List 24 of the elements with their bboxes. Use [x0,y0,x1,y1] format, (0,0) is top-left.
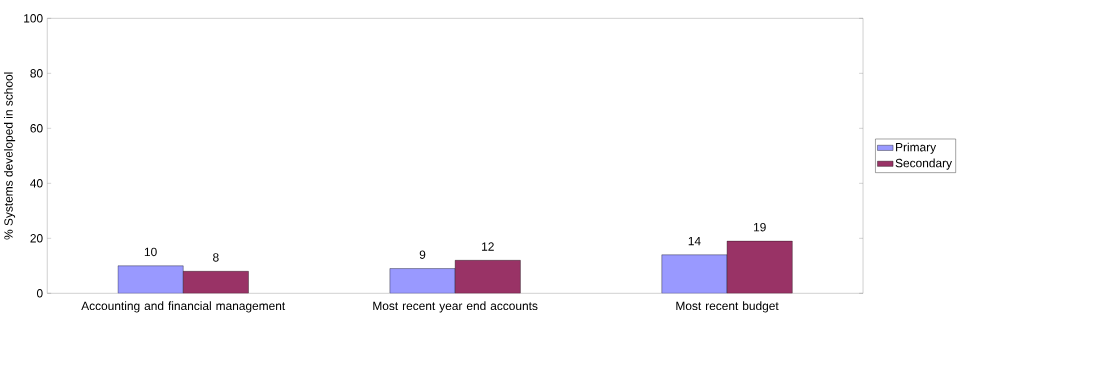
x-tick-label: Accounting and financial management [81,301,286,313]
y-tick-label: 80 [30,68,43,78]
y-tick-label: 40 [30,178,43,188]
bar [661,254,728,294]
bar [454,260,521,294]
y-axis-title: % Systems developed in school [3,72,16,240]
bar [389,268,456,294]
data-label: 12 [482,242,494,251]
data-label: 10 [144,247,157,257]
x-tick-label: Most recent year end accounts [373,301,538,313]
data-label: 9 [419,250,426,259]
y-tick-label: 0 [36,288,43,298]
legend-label: Secondary [895,158,952,170]
y-tick-label: 100 [24,14,43,23]
bar [117,265,184,294]
data-label: 14 [688,236,701,246]
legend-label: Primary [896,142,937,154]
data-label: 8 [213,253,219,262]
bar [183,271,249,294]
data-label: 19 [753,222,766,232]
x-tick-label: Most recent budget [676,301,779,313]
y-tick-label: 60 [30,123,43,133]
y-tick-label: 20 [30,233,43,243]
bar [726,240,793,294]
